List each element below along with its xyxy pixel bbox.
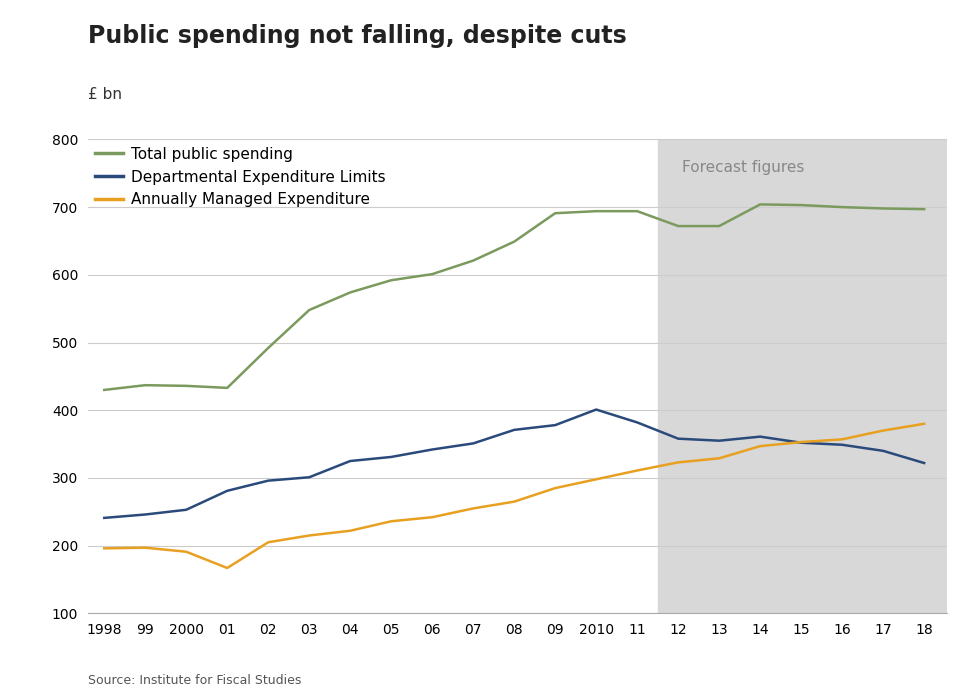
- Legend: Total public spending, Departmental Expenditure Limits, Annually Managed Expendi: Total public spending, Departmental Expe…: [96, 147, 386, 207]
- Text: Public spending not falling, despite cuts: Public spending not falling, despite cut…: [88, 24, 627, 48]
- Text: Forecast figures: Forecast figures: [682, 160, 804, 175]
- Text: £ bn: £ bn: [88, 87, 122, 102]
- Text: Source: Institute for Fiscal Studies: Source: Institute for Fiscal Studies: [88, 673, 302, 687]
- Bar: [658, 139, 947, 613]
